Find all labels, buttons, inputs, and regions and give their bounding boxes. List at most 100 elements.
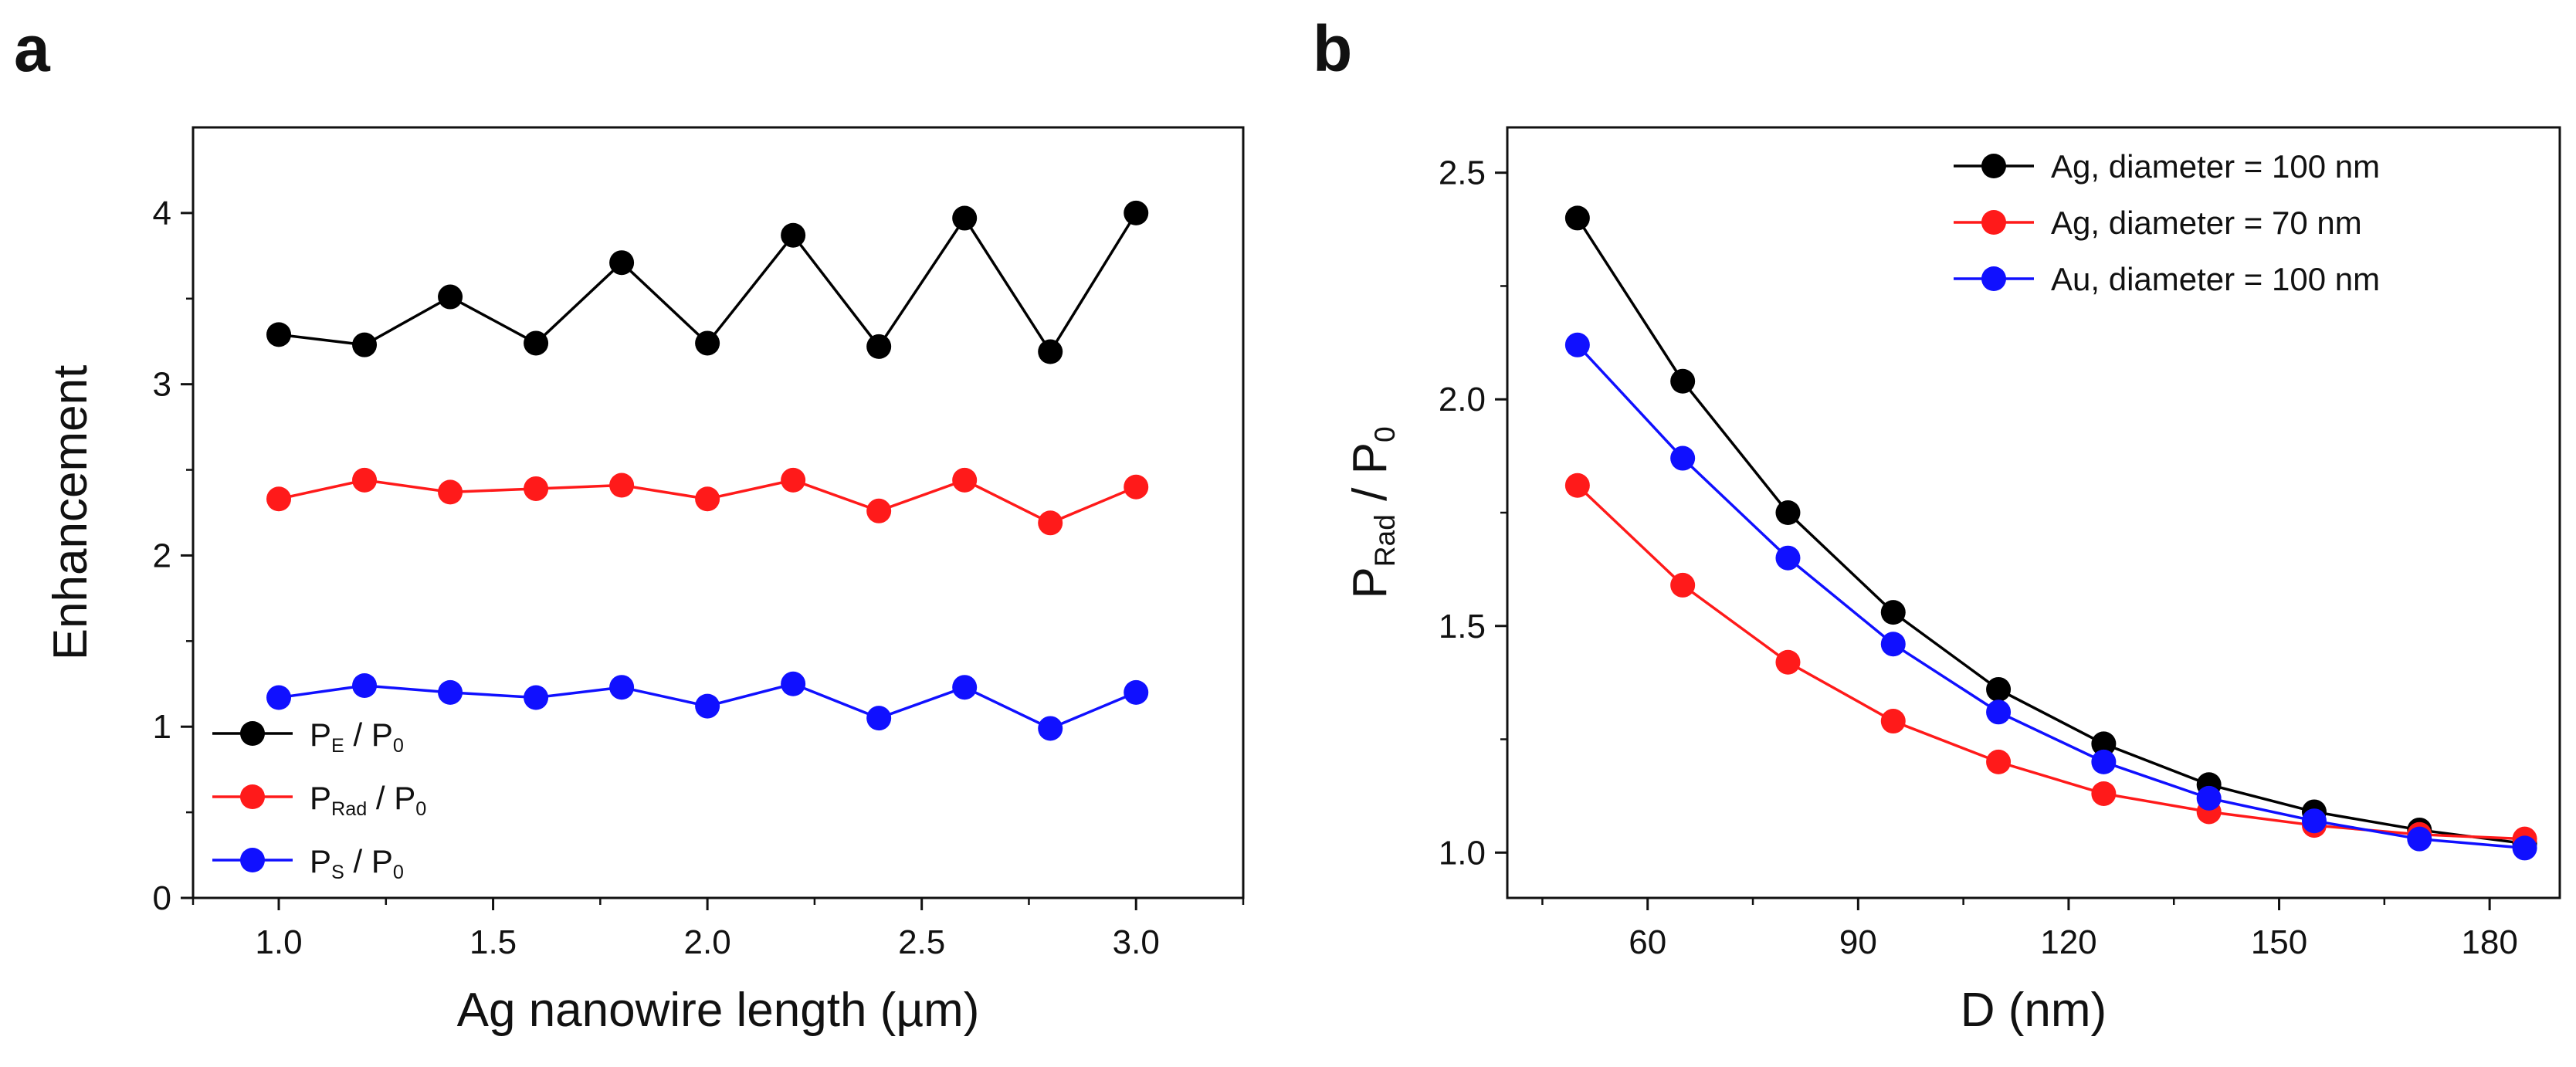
data-point-s2-5: [2091, 749, 2117, 774]
data-point-s2-8: [952, 675, 978, 700]
legend-label-1-part-1: Rad: [331, 798, 367, 820]
data-point-s0-0: [1564, 205, 1590, 231]
y-axis-label-part-3: 0: [1368, 426, 1401, 442]
data-point-s0-2: [438, 284, 463, 310]
data-point-s0-6: [781, 222, 806, 248]
y-tick-label: 2.5: [1439, 154, 1486, 192]
data-point-s1-10: [1124, 474, 1149, 500]
x-axis-label: D (nm): [1961, 984, 2107, 1037]
data-point-s1-4: [1986, 749, 2012, 774]
x-tick-label: 150: [2251, 923, 2307, 961]
y-tick-label: 1: [153, 708, 171, 746]
x-tick-label: 90: [1839, 923, 1877, 961]
data-point-s2-7: [866, 706, 892, 731]
data-point-s1-7: [866, 498, 892, 523]
legend-label-2-part-1: S: [331, 862, 344, 883]
data-point-s2-8: [2407, 826, 2432, 852]
legend-label-0-part-1: E: [331, 735, 344, 757]
chart-b: 60 90 120 150 180 1.0 1.5 2.0 2.5 D (nm) PRad / P0…: [1344, 126, 2561, 1037]
data-point-s0-7: [866, 334, 892, 359]
data-point-s0-3: [524, 330, 549, 356]
legend-label-2: PS / P0: [310, 843, 404, 883]
legend: Ag, diameter = 100 nm Ag, diameter = 70 n…: [1954, 148, 2380, 297]
x-tick-label: 3.0: [1113, 923, 1160, 961]
panel-a-label: a: [14, 12, 51, 85]
data-point-s0-5: [695, 330, 720, 356]
data-point-s2-0: [1564, 332, 1590, 357]
legend-label-0-part-0: P: [310, 716, 331, 753]
data-point-s0-10: [1124, 200, 1149, 225]
data-point-s1-2: [1775, 649, 1801, 675]
data-point-s0-3: [1880, 600, 1906, 625]
data-point-s2-3: [1880, 632, 1906, 657]
data-point-s0-2: [1775, 500, 1801, 525]
y-tick-label: 1.5: [1439, 608, 1486, 645]
data-point-s0-0: [266, 322, 292, 347]
legend-marker-0: [240, 721, 265, 746]
data-point-s2-1: [1670, 445, 1696, 471]
data-point-s0-1: [352, 332, 378, 357]
data-point-s1-9: [1038, 510, 1063, 536]
data-point-s2-4: [609, 675, 635, 700]
x-tick-label: 60: [1629, 923, 1666, 961]
data-point-s2-4: [1986, 699, 2012, 725]
data-point-s1-5: [2091, 781, 2117, 806]
legend-label-1: PRad / P0: [310, 780, 426, 820]
legend-marker-2: [240, 848, 265, 872]
series-line-2: [1576, 344, 2525, 850]
x-tick-label: 1.5: [469, 923, 517, 961]
panel-b-label: b: [1313, 12, 1352, 85]
data-point-s2-0: [266, 685, 292, 710]
data-point-s0-4: [1986, 676, 2012, 702]
y-axis-label-part-1: Rad: [1368, 514, 1401, 567]
legend-marker-1: [1981, 210, 2006, 235]
legend-label-0-part-2: / P: [344, 716, 393, 753]
data-point-s1-1: [1670, 572, 1696, 598]
data-point-s2-1: [352, 672, 378, 698]
y-tick-label: 0: [153, 879, 171, 917]
y-axis-label: PRad / P0: [1344, 426, 1401, 598]
data-point-s2-2: [438, 679, 463, 705]
y-tick-label: 2: [153, 537, 171, 574]
legend-label-1-part-2: / P: [367, 780, 415, 816]
y-tick-label: 2.0: [1439, 381, 1486, 418]
x-tick-label: 120: [2040, 923, 2096, 961]
data-point-s1-5: [695, 486, 720, 512]
legend-label-1-part-3: 0: [415, 798, 426, 820]
legend-label-2-part-2: / P: [344, 843, 393, 879]
data-point-s1-2: [438, 479, 463, 505]
y-tick-label: 3: [153, 366, 171, 404]
data-point-s2-10: [1124, 679, 1149, 705]
legend-label-1: Ag, diameter = 70 nm: [2051, 205, 2362, 241]
data-point-s2-7: [2301, 808, 2327, 834]
x-axis-label: Ag nanowire length (µm): [457, 984, 980, 1037]
data-point-s1-6: [781, 467, 806, 493]
legend-label-2-part-3: 0: [393, 862, 404, 883]
legend-label-0: PE / P0: [310, 716, 404, 757]
legend-label-1-part-0: P: [310, 780, 331, 816]
data-point-s1-8: [952, 467, 978, 493]
y-tick-label: 4: [153, 195, 171, 232]
data-point-s1-3: [524, 476, 549, 501]
data-point-s1-0: [1564, 473, 1590, 498]
data-point-s2-6: [781, 671, 806, 696]
data-point-s1-4: [609, 473, 635, 498]
y-axis-label-part-0: P: [1344, 567, 1397, 598]
data-point-s0-1: [1670, 368, 1696, 394]
legend-label-2: Au, diameter = 100 nm: [2051, 261, 2380, 297]
series-line-1: [1576, 484, 2525, 841]
data-point-s0-9: [1038, 339, 1063, 364]
data-point-s2-9: [1038, 716, 1063, 741]
x-tick-label: 180: [2461, 923, 2517, 961]
data-point-s2-2: [1775, 545, 1801, 571]
data-point-s2-5: [695, 693, 720, 719]
chart-a: 1.0 1.5 2.0 2.5 3.0 0 1 2 3 4 Ag nanowire length (…: [44, 126, 1245, 1037]
data-point-s1-3: [1880, 709, 1906, 734]
data-point-s0-5: [2091, 731, 2117, 757]
x-tick-label: 2.5: [898, 923, 945, 961]
plot-frame: [1506, 126, 2561, 899]
data-point-s1-1: [352, 467, 378, 493]
y-axis-label-part-2: / P: [1344, 442, 1397, 514]
